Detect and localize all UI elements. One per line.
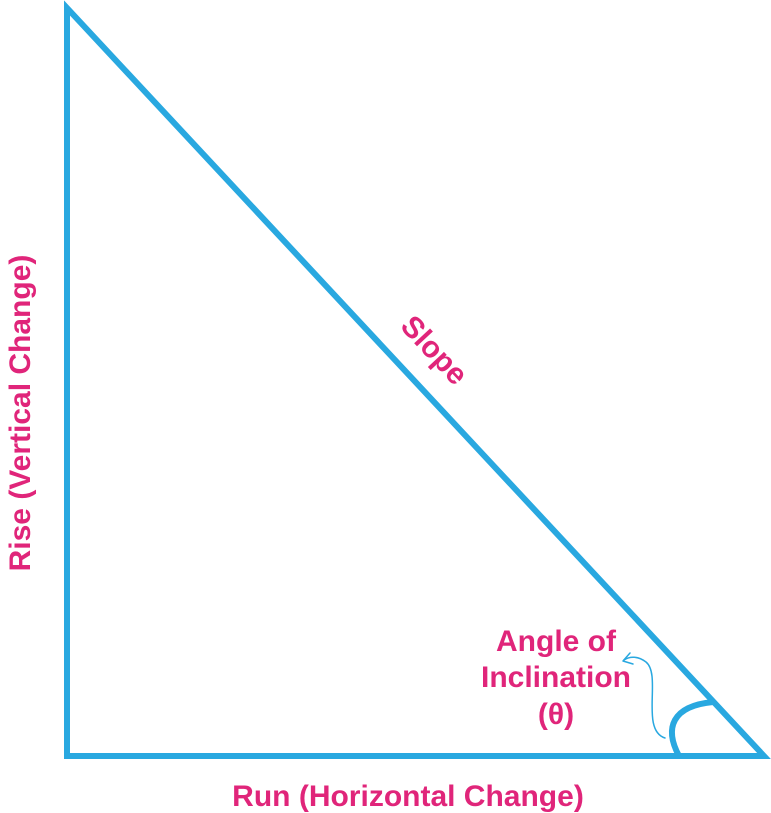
arrowhead-icon <box>622 652 634 665</box>
run-label: Run (Horizontal Change) <box>232 780 584 813</box>
angle-label-line-1: Angle of <box>496 625 617 658</box>
rise-label: Rise (Vertical Change) <box>4 255 37 572</box>
angle-pointer-arrow <box>623 656 666 739</box>
angle-label-line-3: (θ) <box>538 698 574 731</box>
angle-label-line-2: Inclination <box>481 661 631 694</box>
angle-arc <box>668 699 716 759</box>
right-triangle <box>64 0 771 759</box>
slope-label: Slope <box>394 309 474 391</box>
